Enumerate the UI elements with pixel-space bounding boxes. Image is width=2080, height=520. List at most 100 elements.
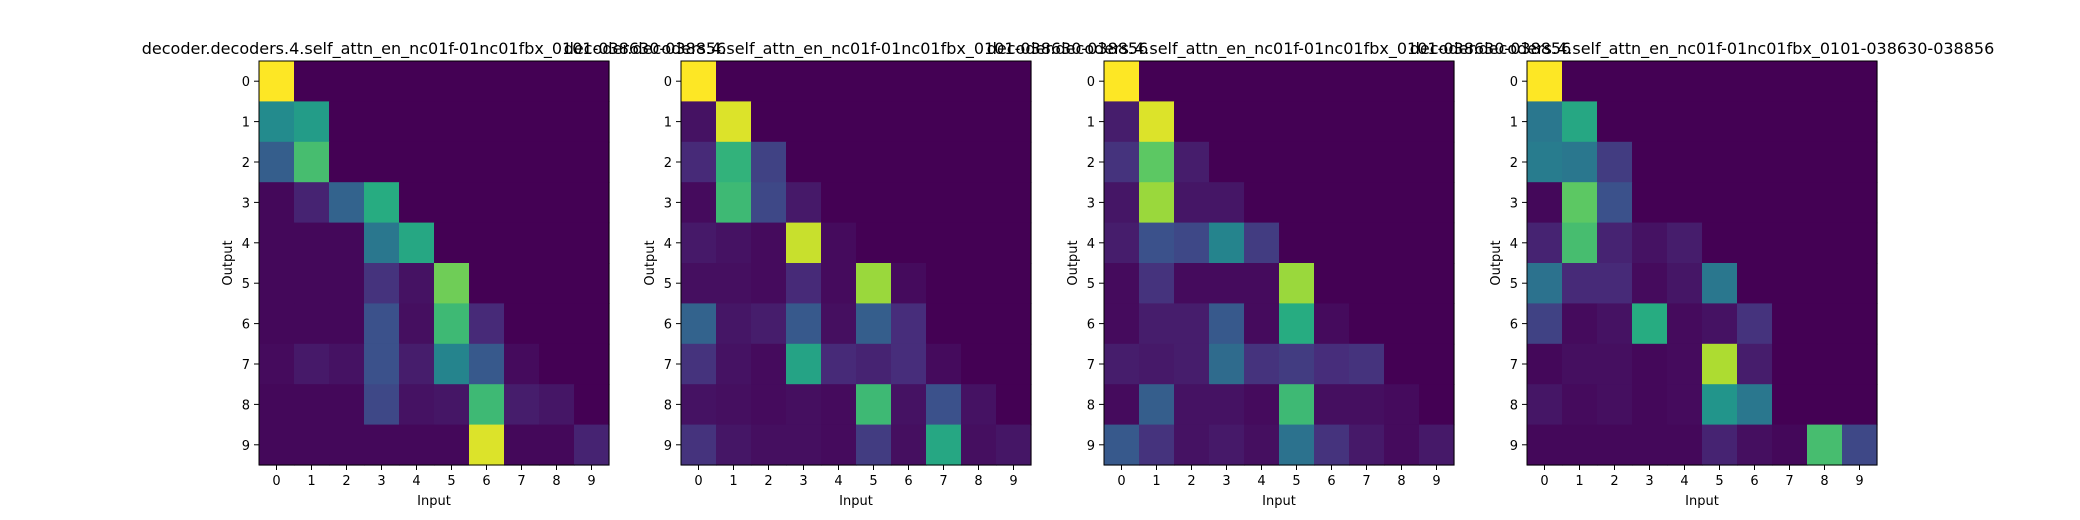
heatmap-cell [1244,222,1280,264]
heatmap-cell [1807,303,1843,345]
heatmap-cell [1209,384,1245,426]
heatmap-cell [1527,384,1563,426]
heatmap-cell [856,101,892,143]
heatmap-panel-3: decoder.decoders.4.self_attn_en_nc01f-01… [987,39,1572,509]
y-tick-label: 5 [242,277,250,292]
heatmap-cell [856,222,892,264]
panel-4-x-axis-label: Input [1685,494,1719,509]
heatmap-cell [1384,263,1420,304]
heatmap-cell [856,303,892,345]
heatmap-cell [399,384,435,426]
heatmap-cell [996,263,1032,304]
heatmap-cell [399,343,435,385]
heatmap-cell [1597,424,1633,466]
heatmap-cell [1104,303,1140,345]
x-tick-label: 4 [1257,474,1265,489]
heatmap-cell [504,303,540,345]
heatmap-cell [1842,343,1878,385]
heatmap-cell [961,61,997,102]
y-tick-label: 1 [1510,116,1518,131]
heatmap-cell [1702,182,1738,224]
heatmap-cell [1279,343,1315,385]
heatmap-cell [786,101,822,143]
heatmap-cell [1527,61,1563,102]
heatmap-cell [681,222,717,264]
panel-4-title: decoder.decoders.4.self_attn_en_nc01f-01… [1410,39,1995,59]
x-tick-label: 1 [729,474,737,489]
heatmap-panel-1: decoder.decoders.4.self_attn_en_nc01f-01… [142,39,727,509]
y-tick-label: 4 [242,237,250,252]
heatmap-cell [1104,424,1140,466]
heatmap-cell [364,303,400,345]
heatmap-cell [259,263,295,304]
heatmap-cell [504,222,540,264]
heatmap-cell [1104,101,1140,143]
heatmap-cell [751,61,787,102]
heatmap-cell [821,303,857,345]
heatmap-cell [504,182,540,224]
heatmap-cell [996,141,1032,183]
heatmap-cell [821,101,857,143]
heatmap-cell [1737,101,1773,143]
heatmap-cell [1419,141,1455,183]
heatmap-cell [856,343,892,385]
heatmap-cell [926,424,962,466]
heatmap-cell [1772,101,1808,143]
heatmap-cell [1209,101,1245,143]
heatmap-cell [1139,303,1175,345]
heatmap-cell [329,263,365,304]
heatmap-cell [574,61,610,102]
y-tick-label: 6 [242,318,250,333]
heatmap-cell [681,343,717,385]
x-tick-label: 3 [1645,474,1653,489]
heatmap-cell [716,61,752,102]
heatmap-cell [996,424,1032,466]
heatmap-cell [1562,101,1598,143]
heatmap-cell [1104,222,1140,264]
y-tick-label: 0 [1510,75,1518,90]
heatmap-cell [259,101,295,143]
heatmap-cell [574,263,610,304]
heatmap-cell [1244,343,1280,385]
heatmap-cell [1562,222,1598,264]
y-tick-label: 8 [1510,398,1518,413]
heatmap-cell [996,343,1032,385]
heatmap-cell [1279,424,1315,466]
y-tick-label: 3 [1087,196,1095,211]
y-tick-label: 1 [242,116,250,131]
panel-4-y-ticks: 0 1 2 3 4 5 6 7 8 9 [1510,75,1527,454]
heatmap-cell [1139,222,1175,264]
heatmap-cell [399,101,435,143]
x-tick-label: 1 [307,474,315,489]
heatmap-cell [926,263,962,304]
panel-4-y-axis-label: Output [1489,240,1504,285]
y-tick-label: 8 [1087,398,1095,413]
heatmap-cell [1419,101,1455,143]
heatmap-cell [1314,424,1350,466]
heatmap-cell [1174,141,1210,183]
heatmap-cell [751,101,787,143]
heatmap-cell [961,222,997,264]
y-tick-label: 9 [664,439,672,454]
heatmap-cell [1174,343,1210,385]
heatmap-cell [1174,61,1210,102]
heatmap-cell [1314,101,1350,143]
heatmap-cell [1597,222,1633,264]
heatmap-cell [1632,222,1668,264]
x-tick-label: 7 [939,474,947,489]
x-tick-label: 1 [1152,474,1160,489]
heatmap-cell [329,303,365,345]
heatmap-cell [574,141,610,183]
heatmap-cell [1527,424,1563,466]
y-tick-label: 7 [664,358,672,373]
heatmap-cell [1209,141,1245,183]
heatmap-cell [1314,141,1350,183]
x-tick-label: 5 [1292,474,1300,489]
heatmap-cell [1174,222,1210,264]
heatmap-cell [1279,61,1315,102]
panel-1-y-ticks: 0 1 2 3 4 5 6 7 8 9 [242,75,259,454]
heatmap-cell [1139,61,1175,102]
heatmap-cell [574,384,610,426]
heatmap-cell [926,303,962,345]
heatmap-cell [1632,263,1668,304]
